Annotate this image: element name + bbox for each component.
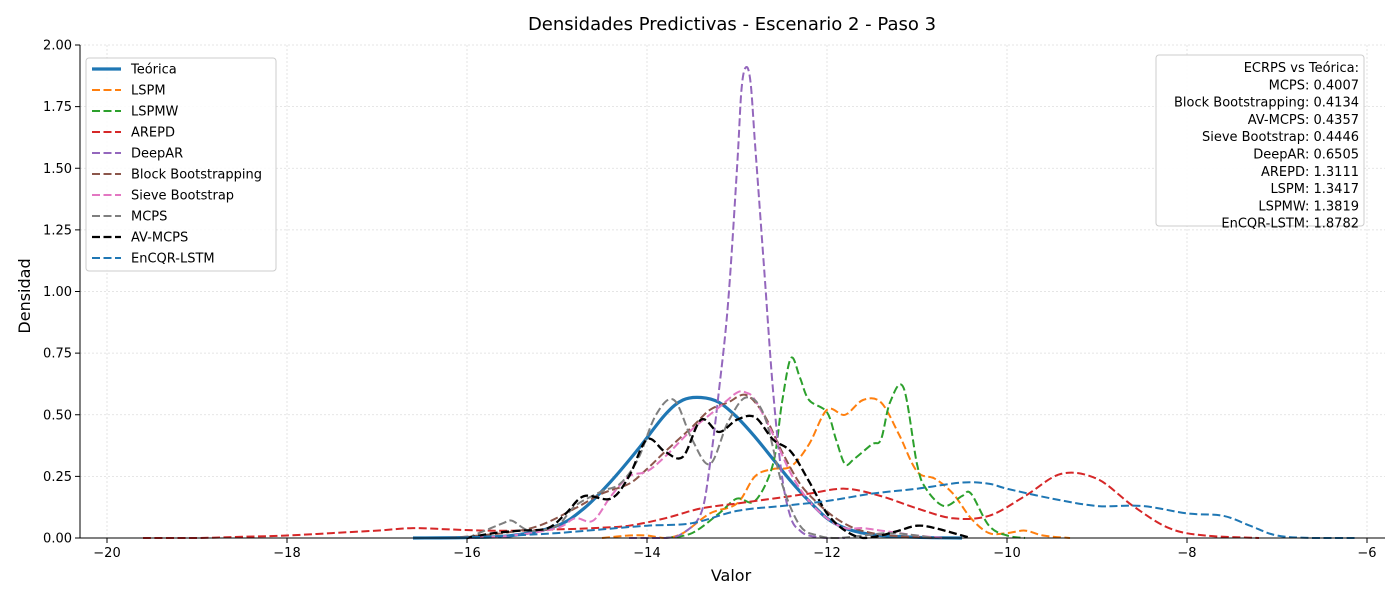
series-line-te-rica: [412, 395, 963, 540]
annotation-line: MCPS: 0.4007: [1269, 78, 1359, 93]
x-tick-label: −12: [813, 546, 840, 561]
y-axis-label: Densidad: [15, 258, 34, 333]
ecrps-annotation: ECRPS vs Teórica: MCPS: 0.4007 Block Boots…: [1155, 54, 1365, 232]
series-line-arepd: [143, 471, 1260, 539]
series-line-sieve-bootstrap: [466, 390, 945, 539]
annotation-title: ECRPS vs Teórica:: [1244, 61, 1359, 76]
legend-label: AREPD: [131, 126, 175, 141]
legend-label: LSPM: [131, 84, 166, 99]
y-tick-label: 1.50: [43, 162, 72, 177]
y-tick-label: 2.00: [43, 39, 72, 54]
annotation-line: AV-MCPS: 0.4357: [1248, 113, 1359, 128]
legend-label: AV-MCPS: [131, 231, 188, 246]
annotation-line: Block Bootstrapping: 0.4134: [1174, 96, 1359, 111]
annotation-line: AREPD: 1.3111: [1261, 165, 1359, 180]
y-tick-label: 0.75: [43, 347, 72, 362]
legend-label: LSPMW: [131, 105, 179, 120]
x-tick-label: −14: [633, 546, 660, 561]
annotation-line: Sieve Bootstrap: 0.4446: [1202, 130, 1359, 145]
y-tick-label: 1.25: [43, 223, 72, 238]
x-tick-label: −20: [93, 546, 120, 561]
series-line-block-bootstrapping: [448, 393, 936, 539]
x-axis-label: Valor: [711, 566, 752, 585]
x-axis-ticks: −20 −18 −16 −14 −12 −10 −8 −6: [93, 538, 1377, 561]
y-tick-label: 0.00: [43, 532, 72, 547]
series-line-deepar: [629, 65, 845, 539]
legend-label: Teórica: [130, 63, 177, 78]
chart-title: Densidades Predictivas - Escenario 2 - P…: [528, 14, 936, 35]
series-line-lspm: [601, 397, 1071, 539]
x-tick-label: −18: [273, 546, 300, 561]
grid: [80, 44, 1385, 539]
series-lines: [143, 65, 1358, 540]
annotation-line: LSPMW: 1.3819: [1258, 199, 1359, 214]
y-tick-label: 0.25: [43, 470, 72, 485]
annotation-line: LSPM: 1.3417: [1270, 182, 1359, 197]
annotation-line: DeepAR: 0.6505: [1253, 148, 1359, 163]
legend-label: Sieve Bootstrap: [131, 189, 234, 204]
y-tick-label: 1.00: [43, 285, 72, 300]
legend-label: DeepAR: [131, 147, 183, 162]
legend-box: [85, 57, 277, 272]
x-tick-label: −10: [993, 546, 1020, 561]
series-line-encqr-lstm: [448, 481, 1358, 539]
annotation-box: [1155, 54, 1365, 227]
series-line-lspmw: [664, 356, 1026, 539]
series-line-av-mcps: [466, 414, 972, 540]
annotation-line: EnCQR-LSTM: 1.8782: [1221, 217, 1359, 232]
legend-label: EnCQR-LSTM: [131, 252, 215, 267]
x-tick-label: −16: [453, 546, 480, 561]
y-axis-ticks: 0.00 0.25 0.50 0.75 1.00 1.25 1.50 1.75 2.00: [43, 39, 80, 547]
y-tick-label: 0.50: [43, 408, 72, 423]
x-tick-label: −6: [1357, 546, 1376, 561]
legend-label: Block Bootstrapping: [131, 168, 262, 183]
x-tick-label: −8: [1177, 546, 1196, 561]
legend-label: MCPS: [131, 210, 167, 225]
y-tick-label: 1.75: [43, 100, 72, 115]
legend: Teórica LSPM LSPMW AREPD DeepAR Block Bootstr…: [85, 57, 277, 272]
